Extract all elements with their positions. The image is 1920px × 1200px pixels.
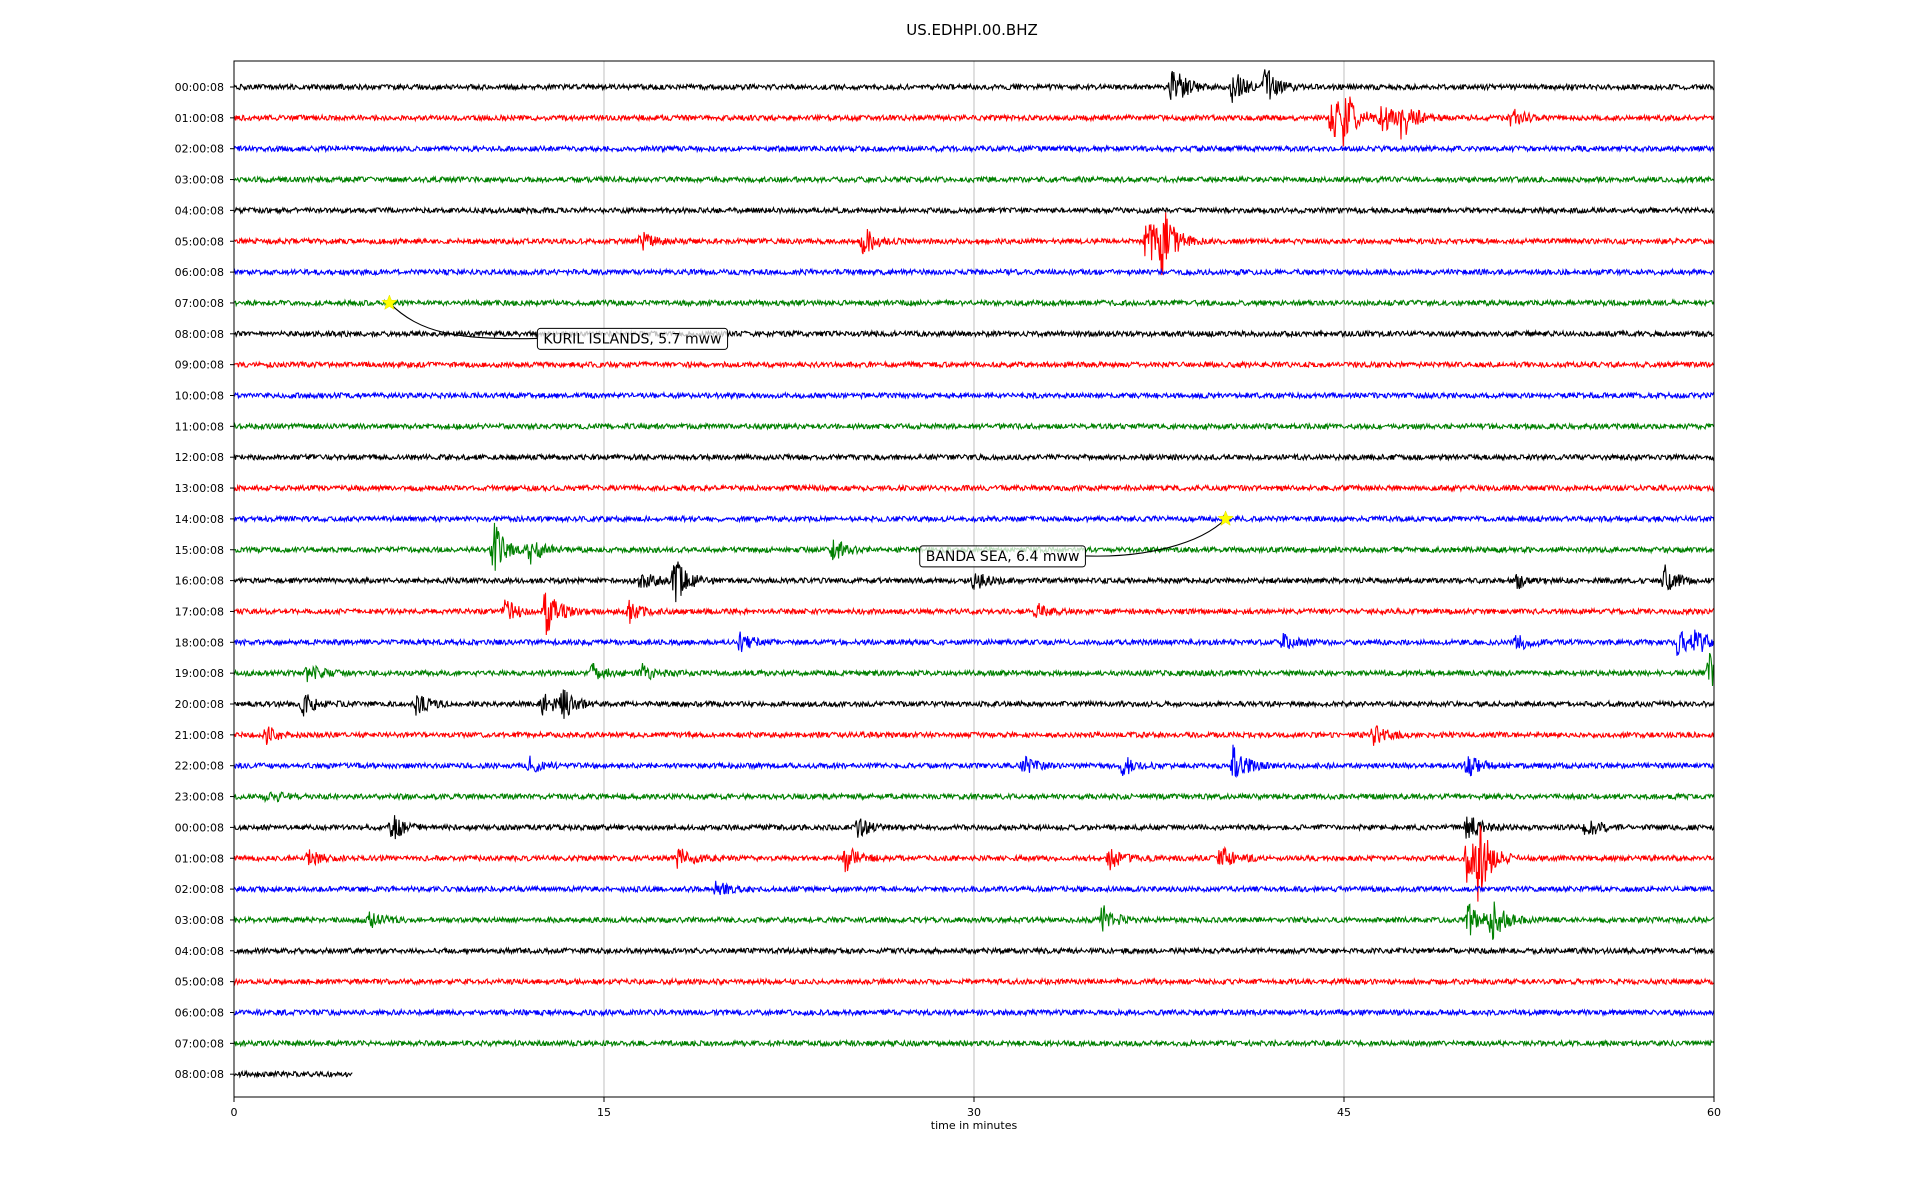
event-label-box	[919, 545, 1086, 568]
trace-line	[233, 267, 1715, 277]
trace-line	[233, 689, 1715, 719]
y-tick-label: 04:00:08	[175, 204, 224, 217]
y-tick-label: 16:00:08	[175, 575, 224, 588]
x-ticks: 0 15 30 45 60	[231, 1097, 1721, 1119]
trace-line	[233, 514, 1715, 524]
y-tick-label: 06:00:08	[175, 266, 224, 279]
y-tick-label: 01:00:08	[175, 852, 224, 865]
trace-line	[233, 421, 1715, 431]
y-tick-label: 07:00:08	[175, 297, 224, 310]
y-tick-label: 00:00:08	[175, 821, 224, 834]
x-tick-label: 45	[1337, 1106, 1351, 1119]
event-label: KURIL ISLANDS, 5.7 mww	[543, 331, 721, 347]
event-label-box	[536, 327, 729, 350]
trace-line	[233, 901, 1715, 940]
y-tick-label: 03:00:08	[175, 914, 224, 927]
event-label: BANDA SEA, 6.4 mww	[926, 549, 1080, 565]
y-tick-labels: 00:00:08 01:00:08 02:00:08 03:00:08 04:00:08…	[175, 81, 234, 1081]
y-tick-label: 22:00:08	[175, 760, 224, 773]
event-star-icon	[381, 294, 398, 310]
plot-frame	[233, 60, 1715, 1098]
trace-line	[233, 815, 1715, 840]
trace-line	[233, 561, 1715, 603]
trace-line	[233, 69, 1715, 103]
y-tick-label: 03:00:08	[175, 174, 224, 187]
trace-line	[233, 483, 1715, 493]
y-tick-label: 10:00:08	[175, 390, 224, 403]
y-tick-label: 01:00:08	[175, 112, 224, 125]
trace-line	[233, 359, 1714, 370]
trace-line	[233, 174, 1715, 185]
trace-line	[233, 652, 1715, 687]
y-tick-label: 05:00:08	[175, 976, 224, 989]
trace-line	[233, 880, 1715, 896]
event-star-icon	[1217, 510, 1234, 526]
trace-line	[233, 592, 1715, 636]
trace-line	[233, 329, 1715, 339]
traces	[233, 69, 1715, 1079]
trace-line	[233, 791, 1715, 804]
y-tick-label: 09:00:08	[175, 359, 224, 372]
y-tick-label: 14:00:08	[175, 513, 224, 526]
y-tick-label: 19:00:08	[175, 667, 224, 680]
x-tick-label: 30	[967, 1106, 981, 1119]
trace-line	[233, 725, 1715, 746]
y-tick-label: 00:00:08	[175, 81, 224, 94]
y-tick-label: 04:00:08	[175, 945, 224, 958]
y-tick-label: 02:00:08	[175, 143, 224, 156]
y-tick-label: 15:00:08	[175, 544, 224, 557]
trace-line	[233, 298, 1715, 308]
y-tick-label: 08:00:08	[175, 328, 224, 341]
y-tick-label: 23:00:08	[175, 791, 224, 804]
trace-line	[233, 212, 1715, 276]
chart-title: US.EDHPI.00.BHZ	[906, 21, 1038, 39]
trace-line	[233, 629, 1715, 656]
y-tick-label: 08:00:08	[175, 1068, 224, 1081]
y-tick-label: 17:00:08	[175, 605, 224, 618]
x-tick-label: 15	[597, 1106, 611, 1119]
event-connector	[1085, 518, 1226, 557]
y-tick-label: 07:00:08	[175, 1037, 224, 1050]
y-tick-label: 06:00:08	[175, 1007, 224, 1020]
y-tick-label: 12:00:08	[175, 451, 224, 464]
x-tick-label: 60	[1707, 1106, 1721, 1119]
trace-line	[233, 744, 1715, 778]
y-tick-label: 18:00:08	[175, 636, 224, 649]
trace-line	[233, 144, 1715, 154]
y-tick-label: 05:00:08	[175, 235, 224, 248]
trace-line	[233, 1038, 1715, 1048]
trace-line	[233, 946, 1715, 956]
y-tick-label: 11:00:08	[175, 420, 224, 433]
x-tick-label: 0	[231, 1106, 238, 1119]
trace-line	[233, 390, 1715, 401]
trace-line	[233, 1007, 1715, 1018]
trace-line	[233, 452, 1715, 462]
trace-line	[233, 96, 1715, 147]
trace-line	[233, 976, 1715, 987]
event-connector	[389, 302, 538, 340]
trace-line	[233, 205, 1715, 216]
y-tick-label: 13:00:08	[175, 482, 224, 495]
x-axis-label: time in minutes	[931, 1119, 1018, 1132]
event-annotations: KURIL ISLANDS, 5.7 mww BANDA SEA, 6.4 mww	[381, 294, 1234, 568]
trace-line	[233, 1069, 353, 1079]
y-tick-label: 21:00:08	[175, 729, 224, 742]
y-tick-label: 20:00:08	[175, 698, 224, 711]
trace-line	[233, 825, 1715, 902]
y-tick-label: 02:00:08	[175, 883, 224, 896]
